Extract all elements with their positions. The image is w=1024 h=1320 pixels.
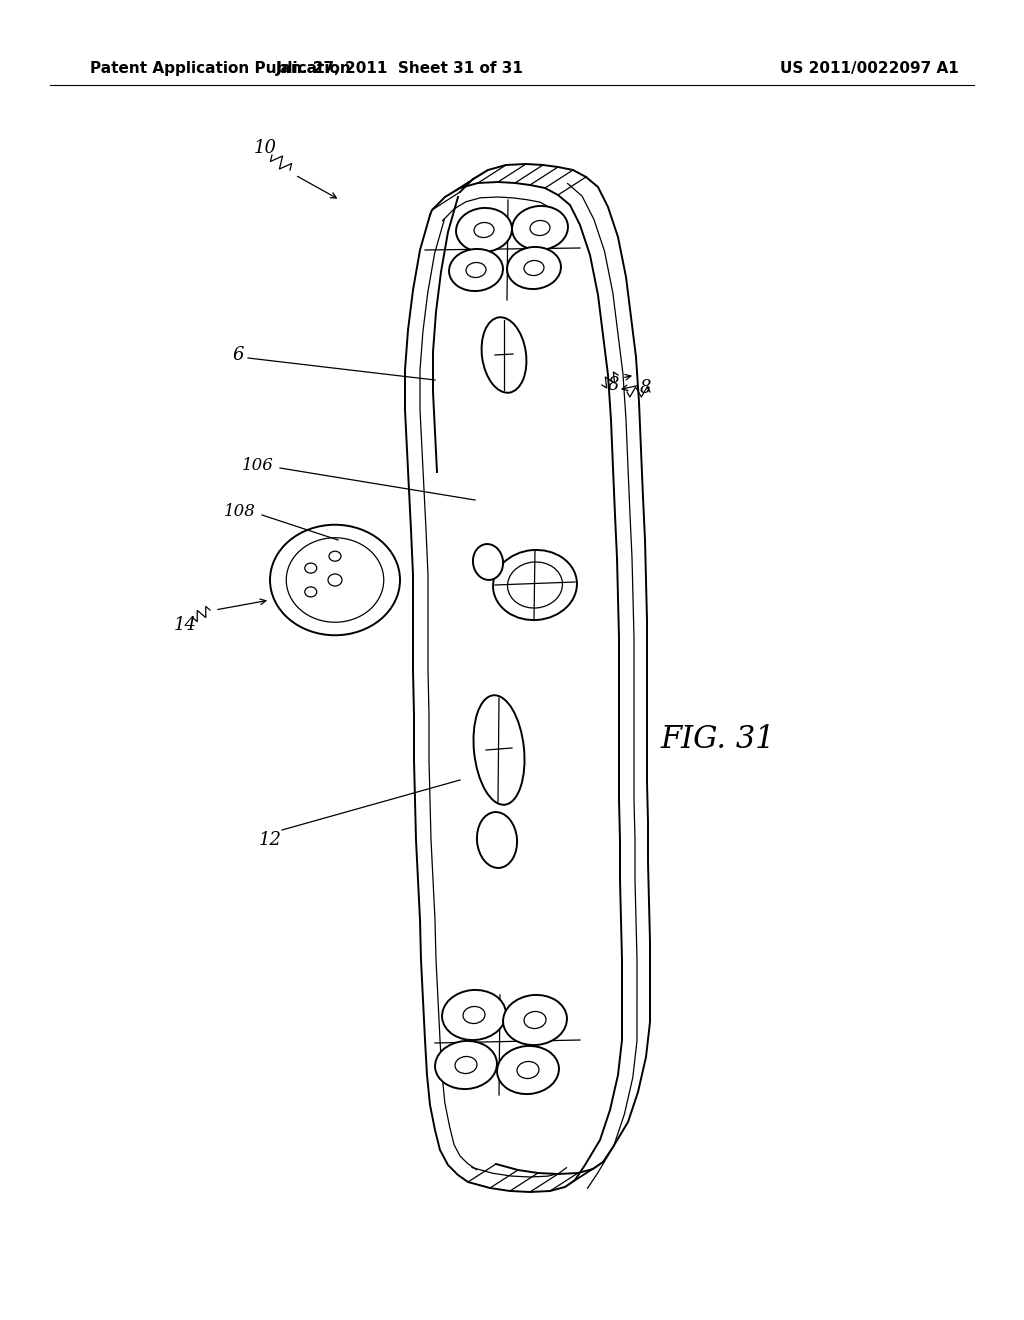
Text: 8: 8 [640, 379, 651, 397]
Ellipse shape [456, 209, 512, 252]
Text: 106: 106 [242, 457, 274, 474]
Ellipse shape [305, 587, 316, 597]
Polygon shape [406, 182, 622, 1192]
Text: 8: 8 [608, 376, 620, 393]
Ellipse shape [473, 696, 524, 805]
Text: 12: 12 [258, 832, 282, 849]
Ellipse shape [270, 525, 400, 635]
Ellipse shape [328, 574, 342, 586]
Text: 108: 108 [224, 503, 256, 520]
Ellipse shape [493, 550, 577, 620]
Text: Patent Application Publication: Patent Application Publication [90, 61, 351, 75]
Ellipse shape [512, 206, 568, 249]
Ellipse shape [473, 544, 503, 579]
Ellipse shape [477, 812, 517, 869]
Ellipse shape [435, 1041, 497, 1089]
Ellipse shape [481, 317, 526, 393]
Text: 10: 10 [254, 139, 276, 157]
Ellipse shape [450, 249, 503, 290]
Ellipse shape [503, 995, 567, 1045]
Ellipse shape [442, 990, 506, 1040]
Ellipse shape [287, 537, 384, 622]
Ellipse shape [507, 247, 561, 289]
Text: 6: 6 [232, 346, 244, 364]
Text: US 2011/0022097 A1: US 2011/0022097 A1 [780, 61, 958, 75]
Ellipse shape [305, 564, 316, 573]
Text: 14: 14 [173, 616, 197, 634]
Text: Jan. 27, 2011  Sheet 31 of 31: Jan. 27, 2011 Sheet 31 of 31 [276, 61, 524, 75]
Text: FIG. 31: FIG. 31 [660, 725, 774, 755]
Ellipse shape [329, 552, 341, 561]
Ellipse shape [497, 1045, 559, 1094]
